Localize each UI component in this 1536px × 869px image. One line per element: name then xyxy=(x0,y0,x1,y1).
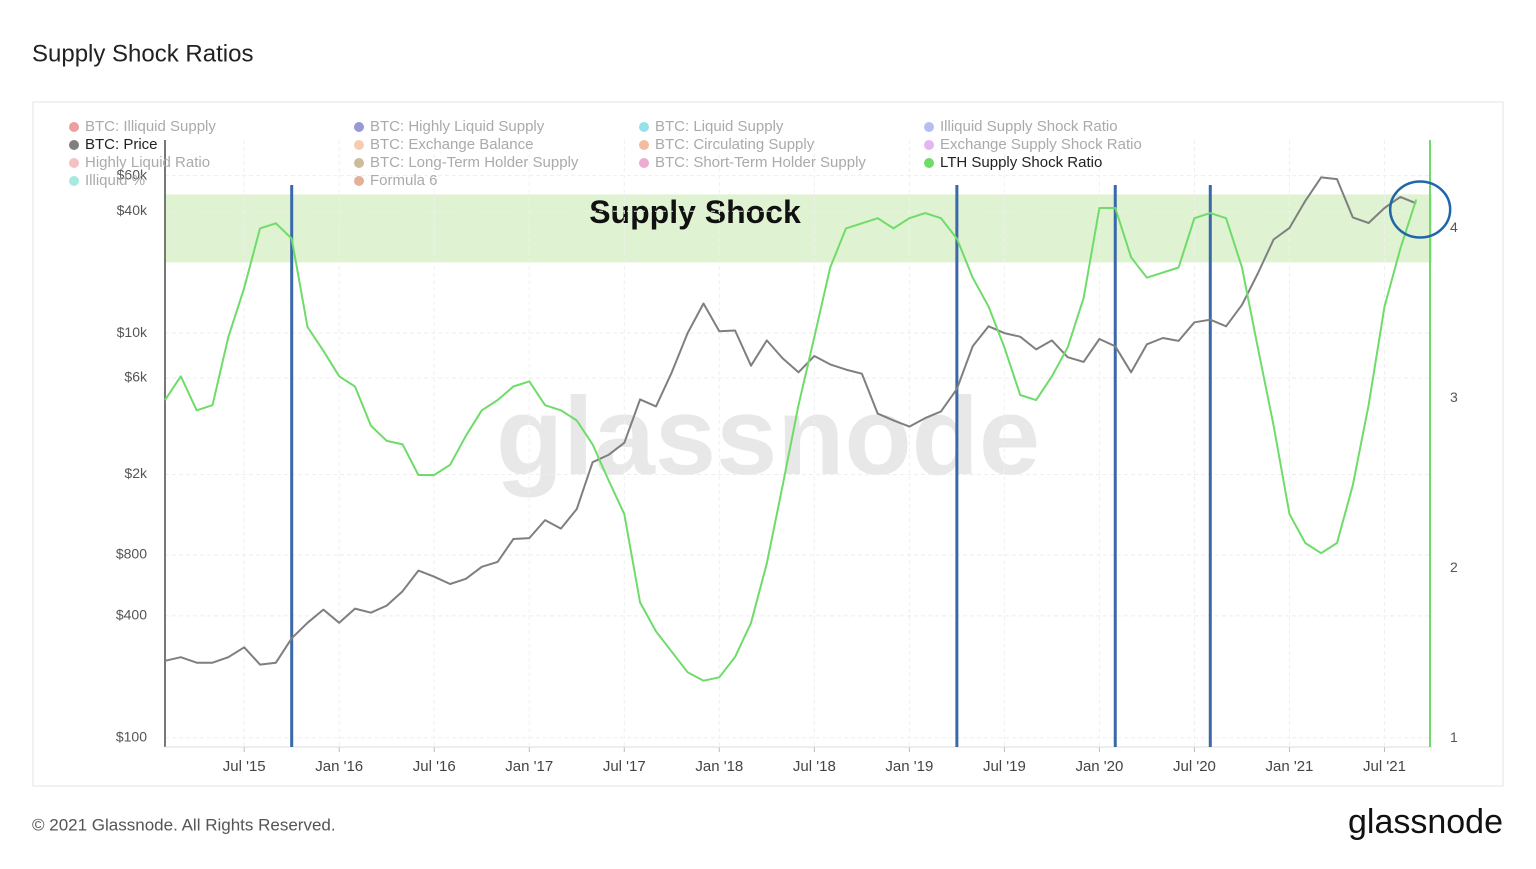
x-tick-label: Jan '17 xyxy=(505,758,553,775)
legend-label[interactable]: BTC: Liquid Supply xyxy=(655,118,784,135)
series-line xyxy=(164,199,1418,682)
y-tick-label: $400 xyxy=(116,607,147,623)
x-tick-label: Jul '18 xyxy=(793,758,836,775)
y-tick-label: $2k xyxy=(124,465,148,481)
x-tick-label: Jul '15 xyxy=(223,758,266,775)
x-tick-label: Jan '21 xyxy=(1266,758,1314,775)
legend-swatch xyxy=(924,122,934,132)
legend-swatch xyxy=(69,158,79,168)
legend-label[interactable]: Illiquid Supply Shock Ratio xyxy=(940,118,1118,135)
series-line xyxy=(164,176,1417,666)
chart-frame xyxy=(32,101,1504,787)
legend-label[interactable]: Exchange Supply Shock Ratio xyxy=(940,136,1142,153)
legend-swatch xyxy=(69,140,79,150)
band-label: Supply Shock xyxy=(589,194,801,230)
legend-label[interactable]: BTC: Circulating Supply xyxy=(655,136,815,153)
x-tick-label: Jul '20 xyxy=(1173,758,1216,775)
legend-label[interactable]: Illiquid % xyxy=(85,172,145,189)
legend-swatch xyxy=(924,140,934,150)
watermark: glassnode xyxy=(496,375,1040,498)
legend-label[interactable]: BTC: Illiquid Supply xyxy=(85,118,216,135)
x-tick-label: Jul '16 xyxy=(413,758,456,775)
legend-swatch xyxy=(639,140,649,150)
chart-title: Supply Shock Ratios xyxy=(32,40,253,67)
footer: © 2021 Glassnode. All Rights Reserved. xyxy=(32,815,336,834)
y2-tick-label: 3 xyxy=(1450,389,1458,405)
legend-label[interactable]: BTC: Price xyxy=(85,136,158,153)
legend-label[interactable]: Formula 6 xyxy=(370,172,438,189)
y-tick-label: $6k xyxy=(124,369,148,385)
legend-swatch xyxy=(69,122,79,132)
legend-label[interactable]: LTH Supply Shock Ratio xyxy=(940,154,1102,171)
x-tick-label: Jul '17 xyxy=(603,758,646,775)
legend-swatch xyxy=(639,158,649,168)
supply-shock-band xyxy=(165,194,1432,263)
x-tick-label: Jan '20 xyxy=(1075,758,1123,775)
x-tick-label: Jul '21 xyxy=(1363,758,1406,775)
y2-tick-label: 4 xyxy=(1450,219,1458,235)
x-tick-label: Jan '18 xyxy=(695,758,743,775)
legend-label[interactable]: BTC: Short-Term Holder Supply xyxy=(655,154,866,171)
y-tick-label: $40k xyxy=(117,202,148,218)
legend-label[interactable]: Highly Liquid Ratio xyxy=(85,154,210,171)
y2-tick-label: 1 xyxy=(1450,729,1458,745)
y-tick-label: $800 xyxy=(116,546,147,562)
y2-tick-label: 2 xyxy=(1450,559,1458,575)
legend-swatch xyxy=(354,176,364,186)
y-tick-label: $10k xyxy=(117,324,148,340)
legend-swatch xyxy=(354,158,364,168)
y-tick-label: $60k xyxy=(117,166,148,182)
legend-label[interactable]: BTC: Exchange Balance xyxy=(370,136,533,153)
legend-label[interactable]: BTC: Long-Term Holder Supply xyxy=(370,154,579,171)
legend-label[interactable]: BTC: Highly Liquid Supply xyxy=(370,118,545,135)
x-tick-label: Jul '19 xyxy=(983,758,1026,775)
y-tick-label: $100 xyxy=(116,728,147,744)
legend-swatch xyxy=(354,122,364,132)
legend-swatch xyxy=(639,122,649,132)
x-tick-label: Jan '19 xyxy=(885,758,933,775)
legend-swatch xyxy=(354,140,364,150)
legend-swatch xyxy=(924,158,934,168)
legend-swatch xyxy=(69,176,79,186)
highlight-circle xyxy=(1388,180,1452,239)
brand: glassnode xyxy=(1348,803,1503,841)
x-tick-label: Jan '16 xyxy=(315,758,363,775)
